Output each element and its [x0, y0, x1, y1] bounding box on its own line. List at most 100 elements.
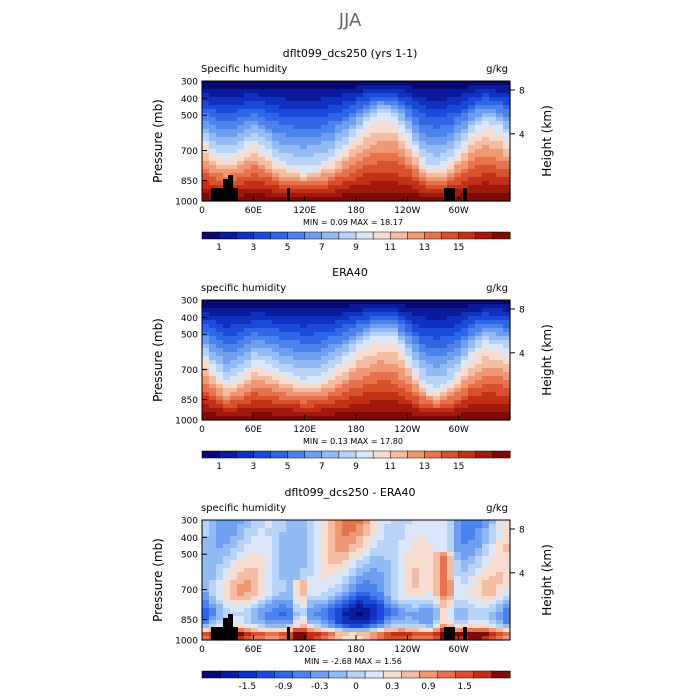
field-cell	[391, 632, 399, 637]
field-cell	[419, 153, 427, 158]
field-cell	[496, 564, 504, 569]
field-cell	[461, 117, 469, 122]
field-cell	[468, 336, 476, 341]
field-cell	[426, 560, 434, 565]
field-cell	[286, 588, 294, 593]
field-cell	[258, 400, 266, 405]
field-cell	[419, 392, 427, 397]
field-cell	[321, 636, 329, 641]
field-cell	[258, 181, 266, 186]
field-cell	[496, 348, 504, 353]
field-cell	[391, 368, 399, 373]
field-cell	[230, 109, 238, 114]
field-cell	[314, 416, 322, 421]
field-cell	[223, 548, 231, 553]
field-cell	[342, 556, 350, 561]
field-cell	[244, 352, 252, 357]
field-cell	[223, 308, 231, 313]
field-cell	[363, 376, 371, 381]
field-cell	[202, 85, 210, 90]
field-cell	[461, 177, 469, 182]
field-cell	[496, 616, 504, 621]
field-cell	[489, 368, 497, 373]
field-cell	[419, 396, 427, 401]
field-cell	[356, 145, 364, 150]
field-cell	[258, 340, 266, 345]
field-cell	[447, 360, 455, 365]
field-cell	[321, 352, 329, 357]
field-cell	[356, 580, 364, 585]
field-cell	[230, 133, 238, 138]
field-cell	[314, 121, 322, 126]
field-cell	[328, 185, 336, 190]
field-cell	[356, 89, 364, 94]
field-cell	[244, 117, 252, 122]
field-cell	[356, 608, 364, 613]
field-cell	[454, 624, 462, 629]
field-cell	[230, 300, 238, 305]
field-cell	[258, 300, 266, 305]
field-cell	[391, 89, 399, 94]
field-cell	[461, 125, 469, 130]
field-cell	[237, 612, 245, 617]
field-cell	[496, 572, 504, 577]
field-cell	[293, 384, 301, 389]
field-cell	[454, 85, 462, 90]
field-cell	[272, 169, 280, 174]
field-cell	[384, 400, 392, 405]
field-cell	[489, 121, 497, 126]
field-cell	[433, 548, 441, 553]
field-cell	[349, 308, 357, 313]
field-cell	[370, 632, 378, 637]
field-cell	[258, 133, 266, 138]
field-cell	[230, 85, 238, 90]
field-cell	[293, 340, 301, 345]
field-cell	[412, 165, 420, 170]
field-cell	[265, 396, 273, 401]
field-cell	[321, 145, 329, 150]
field-cell	[426, 376, 434, 381]
field-cell	[461, 89, 469, 94]
field-cell	[370, 368, 378, 373]
field-cell	[384, 616, 392, 621]
field-cell	[419, 612, 427, 617]
field-cell	[482, 193, 490, 198]
field-cell	[293, 348, 301, 353]
field-cell	[405, 372, 413, 377]
field-cell	[279, 93, 287, 98]
field-cell	[356, 189, 364, 194]
field-cell	[482, 600, 490, 605]
field-cell	[237, 388, 245, 393]
field-cell	[412, 125, 420, 130]
field-cell	[398, 109, 406, 114]
field-cell	[496, 121, 504, 126]
field-cell	[300, 81, 308, 86]
field-cell	[216, 101, 224, 106]
field-cell	[454, 396, 462, 401]
field-cell	[202, 408, 210, 413]
field-cell	[377, 356, 385, 361]
field-cell	[314, 568, 322, 573]
field-cell	[405, 604, 413, 609]
field-cell	[230, 544, 238, 549]
field-cell	[342, 161, 350, 166]
field-cell	[391, 388, 399, 393]
field-cell	[293, 137, 301, 142]
field-cell	[321, 368, 329, 373]
field-cell	[398, 632, 406, 637]
field-cell	[244, 145, 252, 150]
field-cell	[335, 364, 343, 369]
field-cell	[321, 344, 329, 349]
field-cell	[426, 524, 434, 529]
field-cell	[461, 364, 469, 369]
field-cell	[342, 368, 350, 373]
field-cell	[223, 580, 231, 585]
field-cell	[391, 616, 399, 621]
field-cell	[328, 612, 336, 617]
colorbar-swatch	[401, 670, 420, 679]
field-cell	[349, 372, 357, 377]
field-cell	[300, 364, 308, 369]
field-cell	[419, 384, 427, 389]
field-cell	[272, 576, 280, 581]
field-cell	[314, 332, 322, 337]
